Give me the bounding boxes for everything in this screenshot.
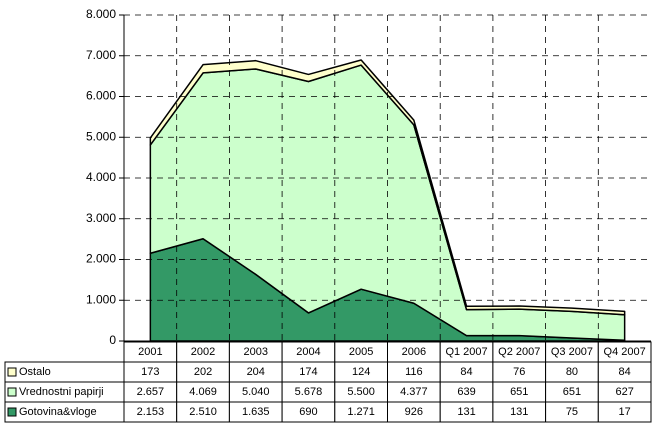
- area: [149, 59, 626, 316]
- data-label: 76: [513, 366, 525, 378]
- data-label: 75: [566, 406, 578, 418]
- data-label: 627: [615, 386, 633, 398]
- x-tick-label: 2005: [349, 346, 373, 358]
- data-label: 5.040: [242, 386, 270, 398]
- data-label: 651: [510, 386, 528, 398]
- x-tick-label: 2006: [402, 346, 426, 358]
- y-tick-label: 4.000: [86, 170, 116, 184]
- data-label: 116: [405, 366, 423, 378]
- y-tick-label: 8.000: [86, 7, 116, 21]
- legend-swatch: [7, 387, 17, 397]
- x-tick-label: 2001: [138, 346, 162, 358]
- legend-label: Gotovina&vloge: [19, 406, 97, 418]
- legend-swatch: [7, 367, 17, 377]
- data-label: 2.657: [137, 386, 165, 398]
- y-tick-label: 1.000: [86, 292, 116, 306]
- data-label: 173: [141, 366, 159, 378]
- y-tick-label: 3.000: [86, 211, 116, 225]
- data-label: 1.635: [242, 406, 270, 418]
- x-tick-label: 2002: [191, 346, 215, 358]
- x-tick-label: 2003: [244, 346, 268, 358]
- y-tick-label: 6.000: [86, 89, 116, 103]
- data-label: 639: [457, 386, 475, 398]
- x-tick-label: Q4 2007: [604, 346, 646, 358]
- x-tick-label: 2004: [296, 346, 320, 358]
- data-table: 2001 2002 2003 2004 2005 2006 Q1 2007 Q2 2007 Q3…: [4, 341, 652, 423]
- data-label: 131: [457, 406, 475, 418]
- data-label: 926: [405, 406, 423, 418]
- data-label: 84: [619, 366, 631, 378]
- data-label: 84: [460, 366, 472, 378]
- data-label: 131: [510, 406, 528, 418]
- y-tick-label: 2.000: [86, 252, 116, 266]
- data-label: 5.500: [347, 386, 375, 398]
- data-label: 2.510: [189, 406, 217, 418]
- x-tick-label: Q2 2007: [498, 346, 540, 358]
- legend-label: Vrednostni papirji: [19, 386, 104, 398]
- data-label: 202: [194, 366, 212, 378]
- x-tick-label: Q3 2007: [551, 346, 593, 358]
- data-label: 4.377: [400, 386, 428, 398]
- legend-label: Ostalo: [19, 366, 51, 378]
- data-label: 5.678: [295, 386, 323, 398]
- table-cell: [597, 401, 652, 423]
- data-label: 17: [619, 406, 631, 418]
- data-label: 204: [247, 366, 265, 378]
- data-label: 2.153: [137, 406, 165, 418]
- data-label: 651: [563, 386, 581, 398]
- legend-swatch: [7, 407, 17, 417]
- data-label: 4.069: [189, 386, 217, 398]
- y-tick-label: 0: [109, 333, 116, 347]
- y-tick-label: 5.000: [86, 129, 116, 143]
- x-tick-label: Q1 2007: [445, 346, 487, 358]
- data-label: 124: [352, 366, 370, 378]
- y-tick-label: 7.000: [86, 48, 116, 62]
- data-label: 80: [566, 366, 578, 378]
- data-label: 1.271: [347, 406, 375, 418]
- data-label: 174: [299, 366, 317, 378]
- data-label: 690: [299, 406, 317, 418]
